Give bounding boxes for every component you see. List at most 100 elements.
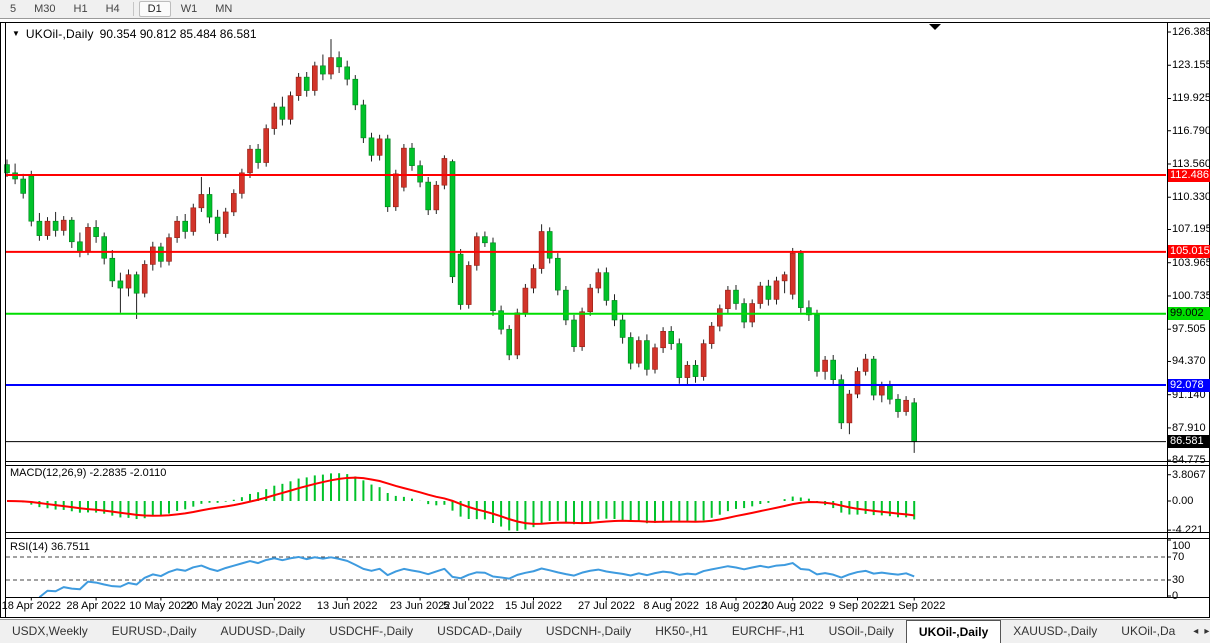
candle-body (311, 65, 318, 91)
tab-eurchf-h1[interactable]: EURCHF-,H1 (731, 624, 805, 638)
candle-body (870, 358, 877, 396)
date-axis-label: 18 Apr 2022 (1, 600, 61, 612)
tab-usoil-daily[interactable]: USOil-,Daily (828, 624, 894, 638)
tab-eurusd-daily[interactable]: EURUSD-,Daily (111, 624, 197, 638)
date-axis-label: 18 Aug 2022 (705, 600, 767, 612)
price-axis-label: 103.965 (1172, 256, 1210, 269)
symbol-tabbar: USDX,Weekly EURUSD-,Daily AUDUSD-,Daily USD… (0, 619, 1210, 643)
candle-body (538, 231, 545, 269)
timeframe-button-h1[interactable]: H1 (73, 3, 88, 15)
candle-body (554, 257, 561, 291)
tab-ukoil-da[interactable]: UKOil-,Da (1121, 624, 1176, 638)
candle-body (344, 66, 351, 80)
price-axis-label: 119.925 (1172, 92, 1210, 105)
candle-body (28, 175, 35, 222)
candle-body (190, 207, 197, 232)
candle-body (287, 95, 294, 120)
candle-body (749, 303, 756, 323)
chart-ohlc-values: 90.354 90.812 85.484 86.581 (99, 27, 257, 41)
candle-body (271, 106, 278, 129)
candle-body (627, 337, 634, 364)
candle-body (109, 257, 116, 282)
timeframe-button-5[interactable]: 5 (10, 3, 17, 15)
candle-body (644, 340, 650, 370)
candle-body (652, 347, 658, 370)
candle-body (514, 312, 521, 356)
candle-body (546, 231, 553, 259)
price-axis-label: 116.790 (1172, 124, 1210, 137)
candle-body (862, 358, 869, 372)
candle-body (125, 274, 132, 289)
candle-body (482, 236, 488, 244)
candle-body (239, 172, 245, 194)
tab-ukoil-daily[interactable]: UKOil-,Daily (905, 620, 1002, 643)
candle-body (449, 161, 456, 278)
candle-body (328, 57, 334, 75)
price-axis-label: 91.140 (1172, 388, 1206, 401)
timeframe-toolbar: 5 M30 H1 H4 D1 W1 MN (0, 0, 1210, 19)
tab-usdcad-daily[interactable]: USDCAD-,Daily (437, 624, 522, 638)
candle-body (198, 194, 205, 209)
tab-scroll-right-icon[interactable]: ▸ (1204, 626, 1210, 637)
tab-usdcnh-daily[interactable]: USDCNH-,Daily (545, 624, 632, 638)
candle-body (20, 178, 27, 194)
tab-usdchf-daily[interactable]: USDCHF-,Daily (329, 624, 414, 638)
tab-usdx-weekly[interactable]: USDX,Weekly (12, 624, 88, 638)
candle-body (263, 128, 270, 163)
candle-body (409, 147, 415, 166)
chart-title: ▼ UKOil-,Daily 90.354 90.812 85.484 86.5… (12, 27, 257, 41)
candle-body (360, 104, 367, 139)
timeframe-button-d1[interactable]: D1 (138, 1, 171, 17)
candle-body (425, 181, 432, 211)
candle-body (530, 268, 537, 289)
macd-signal-line (6, 476, 915, 525)
date-axis-label: 21 Sep 2022 (882, 600, 946, 612)
candle-body (725, 289, 731, 309)
candle-body (384, 138, 391, 208)
timeframe-button-m30[interactable]: M30 (34, 3, 56, 15)
candle-body (595, 272, 602, 289)
chart-shift-marker-icon[interactable] (929, 24, 941, 30)
date-axis-label: 15 Jul 2022 (505, 600, 562, 612)
candle-body (150, 246, 156, 265)
chart-background (1, 22, 1209, 617)
candle-body (603, 272, 610, 301)
chart-symbol-label: UKOil-,Daily (25, 27, 94, 41)
candle-body (417, 165, 423, 183)
candle-body (133, 274, 140, 294)
candle-body (676, 343, 683, 378)
rsi-scale-label: 70 (1172, 551, 1185, 563)
price-axis-label: 126.385 (1172, 26, 1210, 39)
candle-body (522, 287, 529, 314)
timeframe-button-w1[interactable]: W1 (180, 3, 198, 15)
candle-body (85, 227, 91, 252)
tab-hk50-h1[interactable]: HK50-,H1 (655, 624, 708, 638)
candle-body (433, 184, 440, 211)
date-axis-label: 27 Jul 2022 (577, 600, 635, 612)
tab-scroll-left-icon[interactable]: ◂ (1193, 626, 1199, 637)
candle-body (789, 252, 796, 295)
candle-body (660, 331, 666, 349)
date-axis-label: 8 Aug 2022 (643, 600, 700, 612)
candle-body (69, 219, 75, 243)
candle-body (741, 303, 747, 323)
macd-scale-label: 0.00 (1172, 495, 1194, 507)
timeframe-button-h4[interactable]: H4 (105, 3, 120, 15)
candle-body (101, 236, 107, 259)
candle-body (336, 57, 342, 68)
candle-body (77, 241, 83, 252)
price-axis-label: 107.195 (1172, 223, 1210, 236)
candle-body (368, 137, 375, 156)
tab-xauusd-daily[interactable]: XAUUSD-,Daily (1013, 624, 1098, 638)
candle-body (117, 280, 124, 289)
price-badge: 92.078 (1168, 378, 1210, 392)
collapse-indicator-icon[interactable]: ▼ (12, 28, 20, 38)
candle-body (838, 379, 845, 424)
candle-body (773, 280, 780, 300)
tab-audusd-daily[interactable]: AUDUSD-,Daily (220, 624, 306, 638)
macd-scale-label: 3.8067 (1172, 468, 1206, 481)
timeframe-button-mn[interactable]: MN (215, 3, 233, 15)
date-axis-label: 13 Jun 2022 (316, 600, 378, 612)
date-axis-label: 23 Jun 2022 (389, 600, 451, 612)
